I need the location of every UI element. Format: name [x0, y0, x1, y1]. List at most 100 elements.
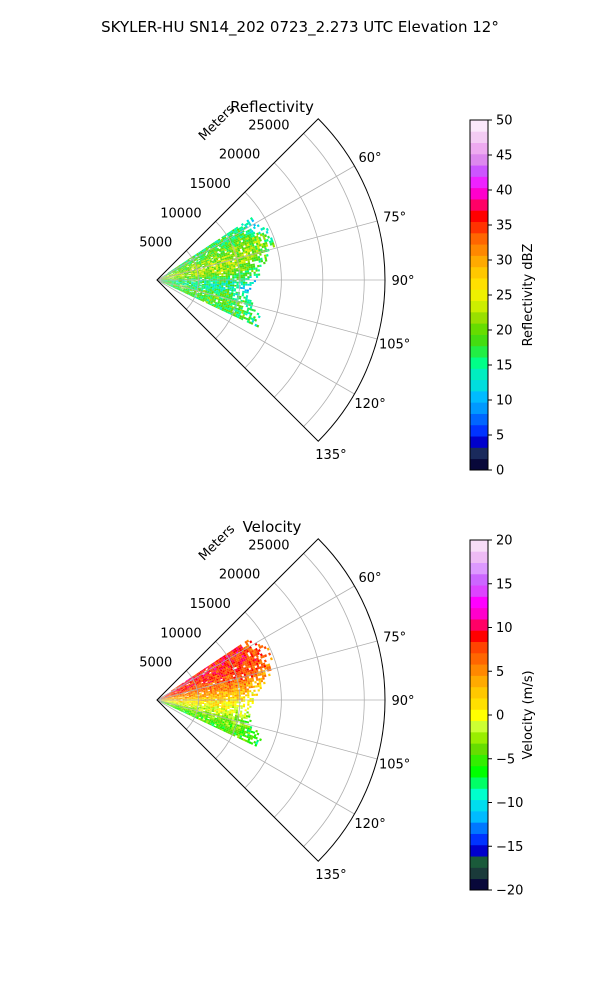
echo-cell [251, 281, 254, 285]
echo-cell [182, 275, 185, 277]
echo-cell [188, 705, 191, 707]
echo-cell [169, 281, 172, 282]
echo-cell [237, 656, 241, 660]
echo-cell [226, 684, 229, 687]
azimuth-spoke [156, 585, 355, 701]
echo-cell [191, 282, 194, 284]
echo-cell [243, 264, 247, 268]
echo-cell [188, 704, 192, 706]
echo-cell [182, 697, 185, 699]
echo-cell [221, 713, 225, 716]
echo-cell [176, 287, 179, 290]
echo-cell [260, 663, 264, 667]
echo-cell [168, 274, 172, 276]
echo-cell [228, 651, 232, 655]
echo-cell [188, 686, 192, 689]
echo-cell [173, 702, 177, 703]
echo-cell [237, 308, 241, 311]
echo-cell [229, 720, 232, 723]
echo-cell [240, 317, 244, 321]
echo-cell [211, 685, 214, 688]
echo-cell [211, 717, 215, 720]
echo-cell [257, 239, 260, 243]
echo-cell [196, 295, 199, 298]
echo-cell [220, 723, 224, 727]
echo-cell [191, 688, 195, 691]
echo-cell [246, 676, 250, 679]
echo-cell [244, 690, 248, 693]
echo-cell [175, 282, 179, 284]
echo-cell [191, 680, 194, 682]
echo-cell [190, 265, 193, 267]
echo-cell [171, 281, 174, 283]
echo-cell [245, 731, 249, 734]
echo-cell [234, 281, 237, 284]
echo-cell [260, 677, 263, 681]
azimuth-spoke [156, 165, 355, 281]
echo-cell [259, 233, 263, 237]
echo-cell [220, 710, 223, 713]
echo-cell [238, 672, 242, 676]
echo-cell [201, 274, 204, 276]
echo-cell [183, 269, 186, 271]
echo-cell [161, 697, 164, 699]
echo-cell [178, 278, 181, 280]
echo-cell [187, 689, 190, 691]
echo-cell [218, 254, 222, 257]
echo-cell [239, 310, 242, 314]
echo-cell [166, 693, 170, 695]
echo-cell [177, 690, 180, 692]
echo-cell [242, 679, 246, 682]
echo-cell [207, 681, 211, 684]
echo-cell [210, 286, 213, 289]
echo-cell [243, 730, 247, 734]
echo-cell [180, 275, 183, 277]
echo-cell [234, 284, 237, 287]
echo-cell [183, 692, 187, 694]
echo-cell [199, 719, 203, 722]
echo-cell [200, 297, 203, 300]
echo-cell [185, 269, 188, 271]
echo-cell [254, 674, 258, 677]
echo-cell [184, 291, 187, 293]
colorbar-swatch [470, 788, 488, 801]
echo-cell [237, 728, 241, 731]
echo-cell [168, 273, 171, 275]
echo-cell [178, 276, 181, 278]
echo-cell [205, 270, 208, 272]
echo-cell [202, 687, 206, 690]
azimuth-tick-label: 105° [379, 338, 410, 353]
echo-cell [239, 666, 242, 670]
echo-cell [172, 706, 175, 708]
echo-cell [189, 689, 193, 691]
echo-cell [223, 667, 227, 670]
echo-cell [187, 269, 190, 271]
echo-cell [223, 682, 227, 685]
echo-cell [228, 726, 232, 730]
echo-cell [168, 285, 171, 287]
echo-cell [228, 265, 232, 268]
echo-cell [186, 705, 189, 707]
echo-cell [189, 289, 192, 292]
echo-cell [229, 693, 233, 696]
echo-cell [218, 260, 222, 263]
echo-cell [178, 275, 181, 277]
echo-cell [230, 701, 233, 704]
colorbar-swatch [470, 289, 488, 302]
echo-cell [184, 281, 187, 283]
echo-cell [242, 259, 246, 262]
echo-cell [183, 707, 186, 709]
echo-cell [243, 700, 246, 702]
echo-cell [209, 270, 213, 273]
echo-cell [223, 692, 226, 695]
echo-cell [226, 266, 230, 269]
echo-cell [217, 712, 221, 715]
echo-cell [232, 716, 235, 719]
echo-cell [222, 259, 226, 262]
echo-cell [195, 297, 199, 300]
echo-cell [216, 285, 220, 287]
echo-cell [230, 696, 233, 699]
echo-cell [186, 678, 190, 681]
colorbar-swatch [470, 551, 488, 563]
colorbar-swatch [470, 368, 488, 381]
